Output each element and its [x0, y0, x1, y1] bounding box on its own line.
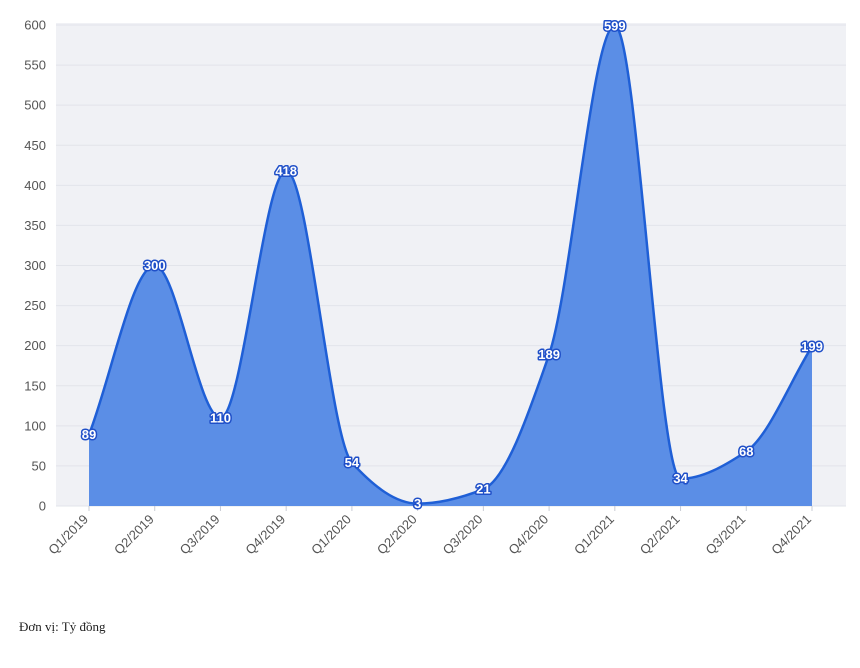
- data-labels: 89 300 110 418 54 3 21 189 599 34 68 199: [80, 17, 824, 513]
- y-tick-label: 600: [24, 18, 46, 33]
- x-tick-label: Q4/2021: [768, 512, 814, 558]
- area-chart: 0 50 100 150 200 250 300 350 400 450 500 550 600 Q1/…: [24, 17, 846, 557]
- x-axis: Q1/2019 Q2/2019 Q3/2019 Q4/2019 Q1/2020 Q2/20…: [45, 506, 814, 557]
- data-label: 34: [673, 471, 688, 486]
- data-label: 3: [414, 496, 421, 511]
- data-label: 199: [801, 339, 823, 354]
- x-tick-label: Q1/2020: [308, 512, 354, 558]
- y-tick-label: 50: [32, 458, 46, 473]
- area-fill: [89, 25, 812, 506]
- y-tick-label: 0: [39, 499, 46, 514]
- y-axis: 0 50 100 150 200 250 300 350 400 450 500 550 600: [24, 18, 46, 514]
- y-tick-label: 250: [24, 298, 46, 313]
- x-tick-label: Q1/2021: [571, 512, 617, 558]
- data-label: 189: [538, 347, 560, 362]
- y-tick-label: 550: [24, 58, 46, 73]
- y-tick-label: 300: [24, 258, 46, 273]
- y-tick-label: 200: [24, 338, 46, 353]
- x-tick-label: Q3/2020: [440, 512, 486, 558]
- x-tick-label: Q2/2020: [374, 512, 420, 558]
- y-tick-label: 400: [24, 178, 46, 193]
- y-tick-label: 350: [24, 218, 46, 233]
- data-label: 599: [604, 18, 626, 33]
- data-label: 68: [739, 444, 753, 459]
- data-label: 21: [476, 482, 490, 497]
- y-tick-label: 150: [24, 378, 46, 393]
- data-label: 89: [82, 427, 96, 442]
- y-tick-label: 100: [24, 418, 46, 433]
- x-tick-label: Q1/2019: [45, 512, 91, 558]
- x-tick-label: Q3/2021: [703, 512, 749, 558]
- data-label: 418: [275, 163, 297, 178]
- x-tick-label: Q3/2019: [177, 512, 223, 558]
- data-label: 300: [144, 258, 166, 273]
- data-label: 110: [210, 410, 231, 425]
- series-line: [87, 24, 814, 505]
- x-tick-label: Q4/2020: [505, 512, 551, 558]
- y-tick-label: 500: [24, 98, 46, 113]
- data-label: 54: [345, 455, 360, 470]
- y-tick-label: 450: [24, 138, 46, 153]
- x-tick-label: Q2/2019: [111, 512, 157, 558]
- unit-footnote: Đơn vị: Tỷ đồng: [19, 619, 106, 634]
- x-tick-label: Q4/2019: [242, 512, 288, 558]
- x-tick-label: Q2/2021: [637, 512, 683, 558]
